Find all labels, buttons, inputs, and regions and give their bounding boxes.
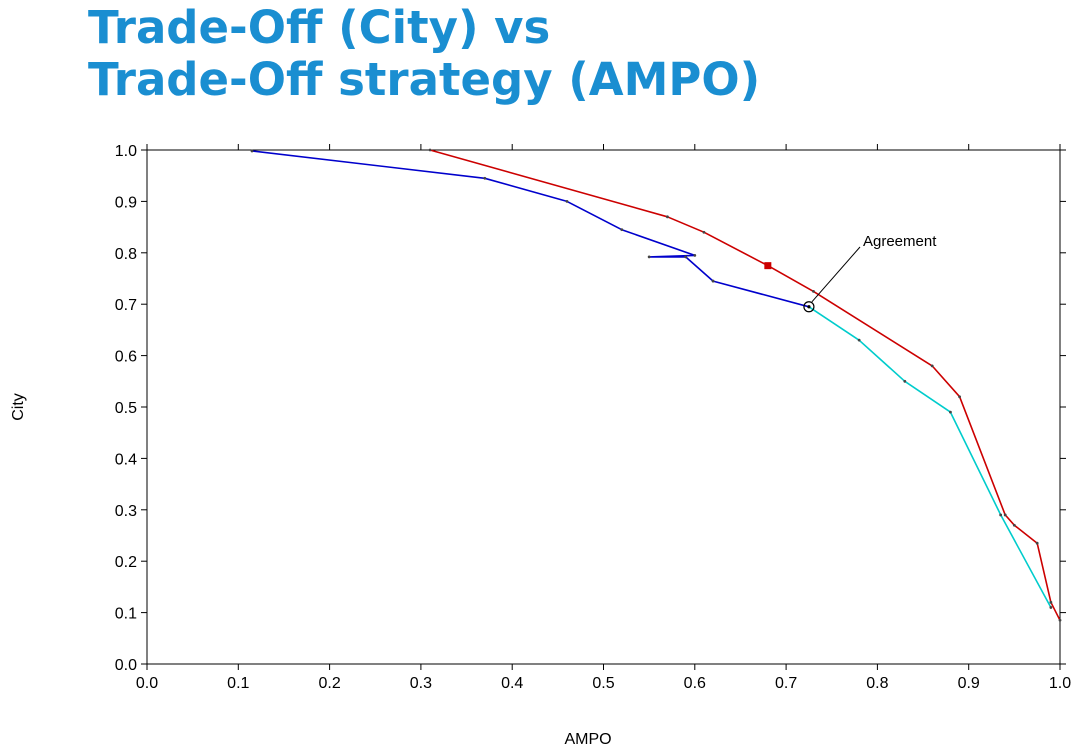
title-line-1: Trade-Off (City) vs bbox=[88, 1, 551, 54]
x-tick-label: 0.5 bbox=[592, 675, 614, 692]
y-tick-label: 0.3 bbox=[115, 503, 137, 520]
series-point bbox=[930, 364, 934, 368]
x-tick-label: 0.2 bbox=[318, 675, 340, 692]
y-tick-label: 0.8 bbox=[115, 246, 137, 263]
series-point bbox=[702, 230, 706, 234]
agreement-label: Agreement bbox=[863, 233, 937, 250]
x-axis-label: AMPO bbox=[564, 731, 611, 748]
x-tick-label: 1.0 bbox=[1049, 675, 1071, 692]
series-point bbox=[647, 255, 651, 259]
agreement-marker bbox=[803, 301, 815, 313]
agreement-leader-line bbox=[811, 246, 861, 303]
series-point bbox=[958, 395, 961, 399]
y-tick-label: 0.7 bbox=[115, 297, 137, 314]
series-point bbox=[250, 149, 254, 153]
series-point bbox=[812, 289, 815, 293]
x-tick-label: 0.9 bbox=[958, 675, 980, 692]
x-tick-label: 0.4 bbox=[501, 675, 523, 692]
y-tick-label: 0.9 bbox=[115, 194, 137, 211]
x-tick-label: 0.6 bbox=[684, 675, 706, 692]
x-tick-label: 0.3 bbox=[410, 675, 432, 692]
series-point bbox=[1012, 523, 1016, 527]
series-point bbox=[711, 279, 715, 283]
y-tick-label: 0.4 bbox=[115, 451, 137, 468]
y-tick-label: 0.5 bbox=[115, 400, 137, 417]
x-tick-label: 0.0 bbox=[136, 675, 158, 692]
series-point bbox=[620, 228, 624, 232]
series-point bbox=[565, 200, 569, 203]
series-point bbox=[1058, 618, 1062, 622]
x-tick-label: 0.7 bbox=[775, 675, 797, 692]
y-tick-label: 0.0 bbox=[115, 657, 137, 674]
series-point bbox=[903, 379, 907, 383]
x-tick-label: 0.8 bbox=[866, 675, 888, 692]
series-point bbox=[949, 410, 952, 414]
axis-ticks bbox=[141, 144, 1066, 670]
plot-area bbox=[146, 149, 1061, 665]
series-line-3 bbox=[808, 306, 1052, 608]
y-tick-label: 0.1 bbox=[115, 606, 137, 623]
y-tick-label: 0.6 bbox=[115, 349, 137, 366]
series-point bbox=[1003, 513, 1007, 517]
x-tick-label: 0.1 bbox=[227, 675, 249, 692]
series-point bbox=[1049, 600, 1053, 604]
series-point bbox=[693, 253, 697, 257]
title-line-2: Trade-Off strategy (AMPO) bbox=[88, 53, 761, 106]
highlight-marker bbox=[764, 262, 772, 270]
y-tick-label: 1.0 bbox=[115, 143, 137, 160]
series-point bbox=[1049, 606, 1053, 609]
slide-title: Trade-Off (City) vs Trade-Off strategy (… bbox=[88, 2, 760, 106]
y-tick-labels: 0.0 0.1 0.2 0.3 0.4 0.5 0.6 0.7 0.8 0.9 1.0 bbox=[115, 143, 137, 674]
series-line-1 bbox=[429, 149, 1061, 621]
annotation-layer: Agreement bbox=[803, 233, 937, 313]
series-point bbox=[666, 215, 669, 219]
series-point bbox=[1035, 541, 1039, 545]
series-point bbox=[999, 513, 1003, 517]
series-point bbox=[483, 176, 487, 180]
series-point bbox=[684, 255, 688, 259]
series-point bbox=[857, 338, 861, 342]
x-tick-labels: 0.0 0.1 0.2 0.3 0.4 0.5 0.6 0.7 0.8 0.9 1.0 bbox=[136, 675, 1071, 692]
series-point bbox=[428, 148, 432, 152]
y-axis-label: City bbox=[10, 393, 27, 421]
y-tick-label: 0.2 bbox=[115, 554, 137, 571]
agreement-marker-center bbox=[807, 305, 811, 309]
